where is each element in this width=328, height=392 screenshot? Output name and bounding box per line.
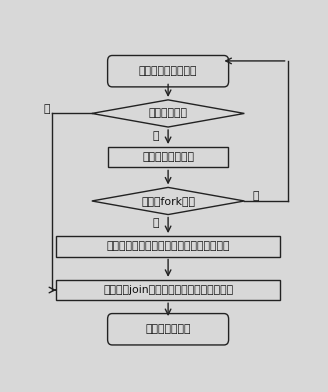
Bar xyxy=(56,280,280,300)
Text: 是: 是 xyxy=(43,104,50,114)
Text: 是: 是 xyxy=(152,218,159,228)
Polygon shape xyxy=(92,100,244,127)
FancyBboxPatch shape xyxy=(108,314,229,345)
Polygon shape xyxy=(92,187,244,214)
Text: 取当前未遍历节点: 取当前未遍历节点 xyxy=(142,152,194,162)
Bar xyxy=(108,147,228,167)
Bar xyxy=(56,236,280,256)
Text: 开始：广度优先遍历: 开始：广度优先遍历 xyxy=(139,66,197,76)
Text: 任务图处理结束: 任务图处理结束 xyxy=(145,324,191,334)
Text: 节点都已遍历: 节点都已遍历 xyxy=(149,109,188,118)
Text: 节点为fork节点: 节点为fork节点 xyxy=(141,196,195,206)
FancyBboxPatch shape xyxy=(108,56,229,87)
Text: 将该节点连同其前驱结点复制给其后继节点: 将该节点连同其前驱结点复制给其后继节点 xyxy=(106,241,230,251)
Text: 将得到的join结构任务图转换为产品加工树: 将得到的join结构任务图转换为产品加工树 xyxy=(103,285,233,295)
Text: 否: 否 xyxy=(252,191,258,201)
Text: 否: 否 xyxy=(152,131,159,141)
